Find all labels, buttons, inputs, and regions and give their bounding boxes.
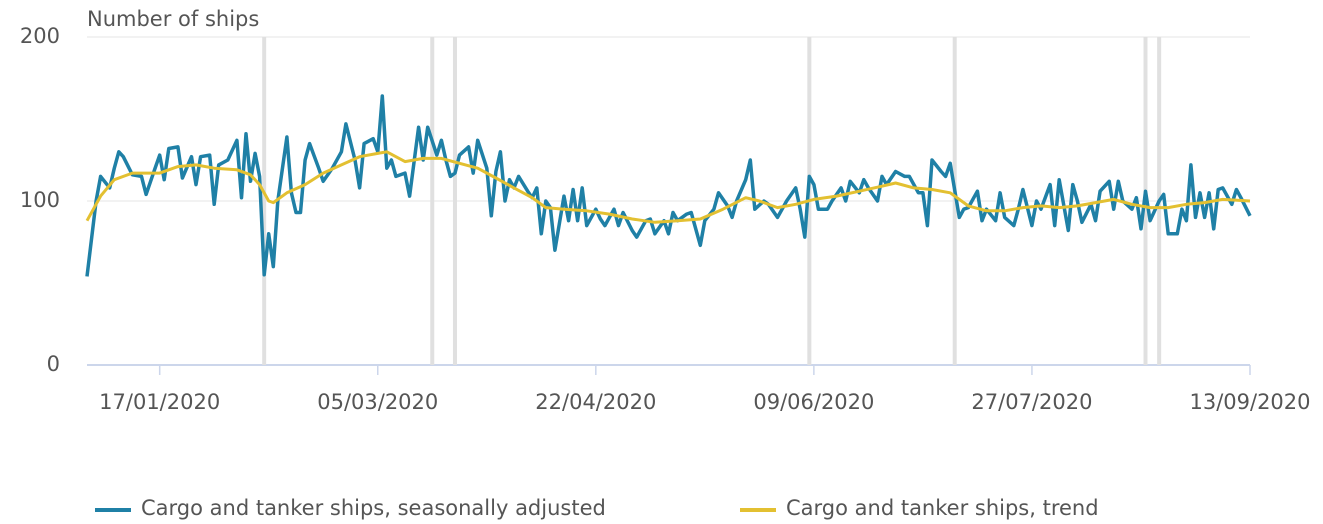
- x-tick-label: 09/06/2020: [753, 390, 874, 414]
- y-axis-title: Number of ships: [87, 7, 259, 31]
- x-tick-label: 22/04/2020: [535, 390, 656, 414]
- x-tick-label: 27/07/2020: [971, 390, 1092, 414]
- y-tick-label: 100: [20, 188, 60, 212]
- line-series: [85, 150, 1251, 224]
- legend-label: Cargo and tanker ships, trend: [786, 496, 1099, 520]
- legend-label: Cargo and tanker ships, seasonally adjus…: [141, 496, 606, 520]
- y-tick-label: 0: [47, 352, 60, 376]
- x-tick-label: 05/03/2020: [317, 390, 438, 414]
- x-tick-label: 13/09/2020: [1189, 390, 1310, 414]
- y-tick-label: 200: [20, 24, 60, 48]
- x-tick-label: 17/01/2020: [99, 390, 220, 414]
